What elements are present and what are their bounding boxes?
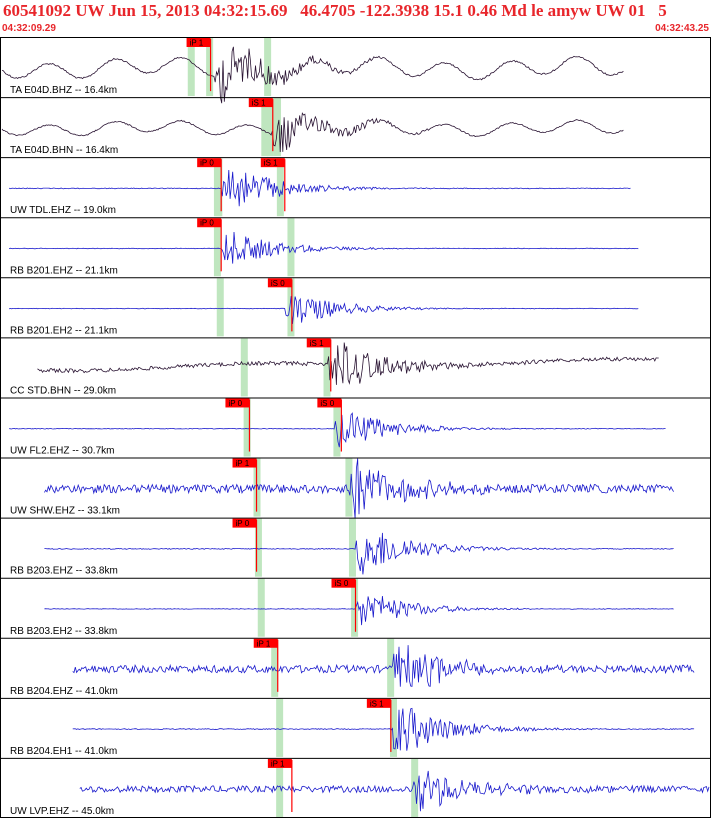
pick-box — [306, 338, 331, 348]
trace-row: iS 1 TA E04D.BHN -- 16.4km — [0, 97, 711, 157]
waveform — [79, 770, 710, 812]
pick-window — [254, 518, 262, 577]
trace-row: iP 1 UW LVP.EHZ -- 45.0km — [0, 757, 711, 817]
waveform — [72, 707, 695, 751]
trace-row: iS 1 RB B204.EH1 -- 41.0km — [0, 697, 711, 757]
trace-row: iP 0 iS 1 UW TDL.EHZ -- 19.0km — [0, 157, 711, 217]
pick-window — [351, 578, 359, 637]
start-time-label: 04:32:09.29 — [2, 23, 56, 34]
waveform — [37, 342, 659, 385]
trace-label: RB B203.EH2 -- 33.8km — [10, 626, 117, 637]
trace-row: iP 0 iS 0 UW FL2.EHZ -- 30.7km — [0, 397, 711, 457]
trace-row: iP 0 RB B203.EHZ -- 33.8km — [0, 517, 711, 577]
pick-window — [276, 698, 284, 757]
pick-box — [232, 458, 257, 468]
pick-window — [257, 578, 265, 637]
end-time-label: 04:32:43.25 — [655, 23, 709, 34]
trace-row: iS 1 CC STD.BHN -- 29.0km — [0, 337, 711, 397]
pick-label: iP 1 — [236, 459, 250, 468]
waveform — [8, 231, 639, 264]
pick-window — [264, 38, 272, 97]
trace-label: UW SHW.EHZ -- 33.1km — [10, 506, 120, 517]
pick-box — [248, 98, 273, 108]
trace-row: iS 0 RB B201.EH2 -- 21.1km — [0, 277, 711, 337]
pick-label: iP 0 — [236, 519, 250, 528]
pick-label: iS 1 — [264, 159, 278, 168]
pick-window — [261, 98, 269, 157]
event-title: 60541092 UW Jun 15, 2013 04:32:15.69 46.… — [3, 1, 667, 20]
trace-label: RB B201.EHZ -- 21.1km — [10, 265, 118, 276]
trace-row: iP 1 TA E04D.BHZ -- 16.4km — [1, 38, 624, 104]
pick-box — [366, 698, 391, 708]
pick-window — [411, 758, 419, 817]
pick-box — [317, 398, 342, 408]
pick-window — [187, 38, 195, 97]
waveform — [8, 169, 631, 207]
pick-window — [276, 758, 284, 817]
trace-label: RB B204.EHZ -- 41.0km — [10, 686, 118, 697]
pick-window — [213, 218, 221, 277]
waveform — [9, 296, 639, 324]
pick-box — [267, 758, 292, 768]
pick-box — [331, 578, 356, 588]
pick-window — [389, 698, 397, 757]
title-bar: 60541092 UW Jun 15, 2013 04:32:15.69 46.… — [0, 0, 711, 37]
waveform — [1, 112, 624, 153]
pick-label: iS 0 — [320, 399, 334, 408]
trace-label: UW LVP.EHZ -- 45.0km — [10, 806, 114, 817]
waveform — [44, 458, 674, 519]
pick-label: iS 1 — [252, 99, 266, 108]
pick-label: iS 1 — [310, 339, 324, 348]
pick-box — [267, 278, 292, 288]
pick-label: iP 1 — [257, 639, 271, 648]
pick-label: iP 0 — [200, 219, 214, 228]
pick-window — [345, 458, 353, 517]
trace-label: TA E04D.BHN -- 16.4km — [10, 145, 118, 156]
pick-label: iP 1 — [190, 39, 204, 48]
pick-window — [276, 158, 284, 217]
pick-window — [206, 38, 214, 97]
pick-box — [197, 218, 222, 228]
pick-label: iP 1 — [271, 759, 285, 768]
waveform — [72, 645, 695, 687]
pick-window — [266, 98, 274, 157]
waveform — [9, 412, 666, 448]
pick-box — [260, 158, 285, 168]
pick-box — [253, 638, 278, 648]
pick-label: iP 0 — [228, 399, 242, 408]
trace-row: iS 0 RB B203.EH2 -- 33.8km — [0, 577, 711, 637]
pick-window — [243, 398, 251, 457]
pick-window — [287, 278, 295, 337]
trace-label: RB B203.EHZ -- 33.8km — [10, 566, 118, 577]
pick-box — [186, 38, 211, 47]
trace-label: UW FL2.EHZ -- 30.7km — [10, 446, 114, 457]
trace-label: RB B201.EH2 -- 21.1km — [10, 325, 117, 336]
pick-label: iS 0 — [335, 579, 349, 588]
trace-row: iP 0 RB B201.EHZ -- 21.1km — [0, 217, 711, 277]
pick-label: iP 0 — [200, 159, 214, 168]
trace-label: TA E04D.BHZ -- 16.4km — [10, 85, 117, 96]
pick-window — [387, 638, 395, 697]
pick-window — [216, 278, 224, 337]
waveform — [1, 46, 624, 104]
trace-label: UW TDL.EHZ -- 19.0km — [10, 205, 116, 216]
pick-label: iS 1 — [370, 699, 384, 708]
waveform — [44, 532, 674, 575]
pick-window — [333, 398, 341, 457]
pick-box — [225, 398, 250, 408]
pick-window — [287, 218, 295, 277]
waveform — [44, 595, 674, 626]
trace-row: iP 1 UW SHW.EHZ -- 33.1km — [0, 457, 711, 519]
pick-box — [197, 158, 222, 168]
trace-row: iP 1 RB B204.EHZ -- 41.0km — [0, 637, 711, 697]
pick-window — [240, 338, 248, 397]
pick-box — [232, 518, 257, 528]
pick-window — [348, 518, 356, 577]
trace-label: CC STD.BHN -- 29.0km — [10, 385, 116, 396]
pick-window — [323, 338, 331, 397]
trace-label: RB B204.EH1 -- 41.0km — [10, 746, 117, 757]
seismogram-plot[interactable]: iP 1 TA E04D.BHZ -- 16.4km iS 1 TA E04D.BHN… — [0, 37, 711, 818]
pick-window — [213, 158, 221, 217]
pick-label: iS 0 — [271, 279, 285, 288]
